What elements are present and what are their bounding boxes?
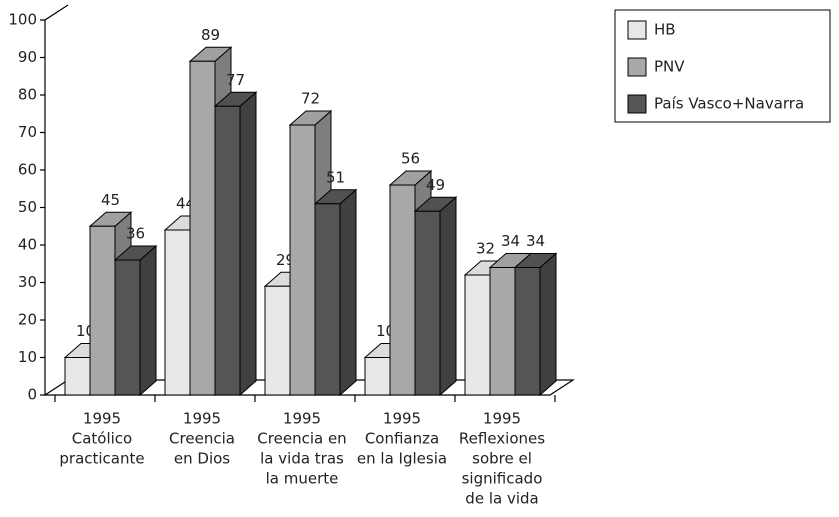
x-tick-label: 1995 (483, 410, 521, 428)
y-tick-label: 20 (18, 311, 37, 329)
legend-label: HB (654, 21, 676, 39)
bar-face (514, 267, 541, 396)
value-label: 32 (476, 240, 495, 258)
x-tick-label: en Dios (174, 450, 230, 468)
bar-face (539, 252, 557, 397)
bar-face (464, 274, 491, 396)
x-tick-label: Creencia (169, 430, 235, 448)
x-tick-label: Católico (72, 430, 132, 448)
bar-face (414, 210, 441, 396)
value-label: 34 (526, 232, 545, 250)
bar-face (489, 267, 516, 396)
value-label: 34 (501, 232, 520, 250)
y-tick-label: 60 (18, 161, 37, 179)
y-tick-label: 10 (18, 348, 37, 366)
legend-box (614, 9, 831, 123)
legend-swatch (627, 94, 647, 114)
value-label: 72 (301, 90, 320, 108)
bar (313, 188, 358, 397)
bar-face (264, 285, 291, 396)
bar-face (214, 105, 241, 396)
x-tick-label: la vida tras (260, 450, 344, 468)
value-label: 36 (126, 225, 145, 243)
bar (513, 252, 558, 397)
bar-face (139, 244, 157, 397)
bar-face (89, 225, 116, 396)
y-tick-label: 80 (18, 86, 37, 104)
x-tick-label: 1995 (183, 410, 221, 428)
bar-face (389, 184, 416, 396)
legend-label: País Vasco+Navarra (654, 95, 804, 113)
bar (113, 244, 158, 397)
x-tick-label: sobre el (472, 450, 532, 468)
bar-face (64, 357, 91, 396)
x-tick-label: 1995 (83, 410, 121, 428)
x-tick-label: 1995 (283, 410, 321, 428)
y-tick-label: 30 (18, 273, 37, 291)
y-tick-label: 0 (27, 386, 37, 404)
value-label: 51 (326, 168, 345, 186)
value-label: 45 (101, 191, 120, 209)
x-tick-label: de la vida (465, 490, 538, 508)
bar-face (314, 203, 341, 396)
bar-face (114, 259, 141, 396)
y-tick-label: 70 (18, 123, 37, 141)
x-tick-label: significado (462, 470, 543, 488)
y-axis (44, 4, 69, 395)
bar-face (439, 196, 457, 397)
bar-face (364, 357, 391, 396)
x-tick-label: en la Iglesia (357, 450, 447, 468)
bar-face (164, 229, 191, 396)
y-tick-label: 100 (8, 11, 37, 29)
bar-face (239, 91, 257, 397)
x-tick-label: la muerte (266, 470, 339, 488)
legend-label: PNV (654, 58, 685, 76)
legend-swatch (627, 20, 647, 40)
bar-face (189, 60, 216, 396)
y-tick-label: 40 (18, 236, 37, 254)
x-tick-label: Confianza (365, 430, 439, 448)
bar (213, 91, 258, 397)
bar-face (289, 124, 316, 396)
value-label: 56 (401, 150, 420, 168)
y-tick-label: 90 (18, 48, 37, 66)
x-tick-label: practicante (59, 450, 144, 468)
x-tick-label: Creencia en (257, 430, 346, 448)
value-label: 77 (226, 71, 245, 89)
bar (413, 196, 458, 397)
value-label: 89 (201, 26, 220, 44)
bar-face (339, 188, 357, 397)
y-tick-label: 50 (18, 198, 37, 216)
x-tick-label: 1995 (383, 410, 421, 428)
x-tick-label: Reflexiones (459, 430, 545, 448)
value-label: 49 (426, 176, 445, 194)
legend-swatch (627, 57, 647, 77)
